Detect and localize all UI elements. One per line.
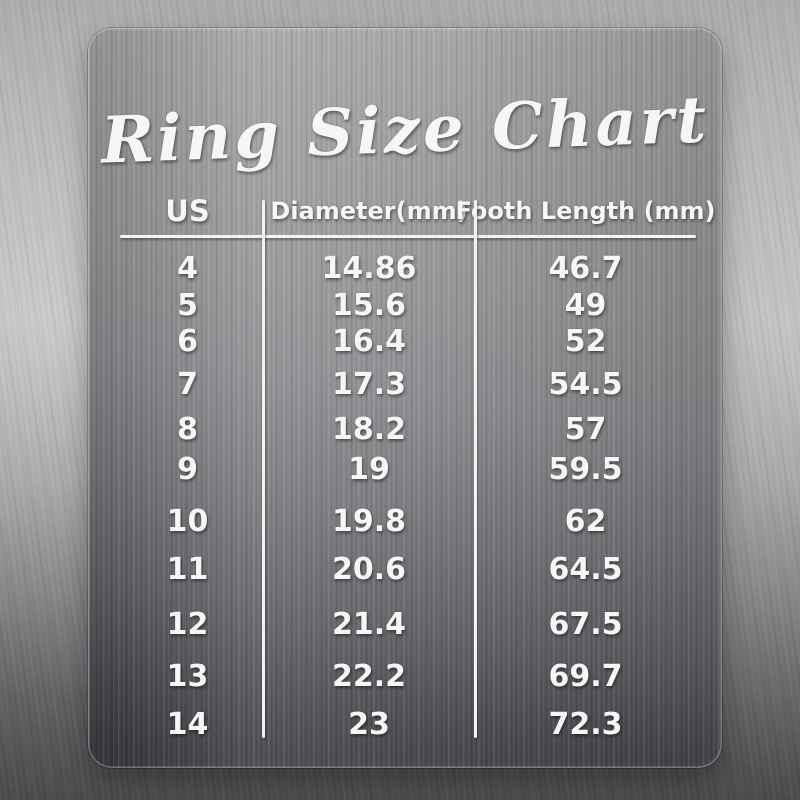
us-size-cell: 13: [166, 658, 209, 694]
foot-length-cell: 62: [564, 503, 607, 539]
us-size-cell: 6: [177, 323, 198, 359]
diameter-cell: 15.6: [331, 287, 407, 323]
column-divider: [262, 200, 265, 738]
table-row: 7 17.3 54.5: [112, 366, 696, 402]
us-size-cell: 4: [177, 250, 198, 286]
foot-length-cell: 54.5: [548, 366, 623, 402]
ring-size-chart-plate: Ring Size Chart US Diameter(mm) Footh Le…: [88, 28, 722, 768]
table-row: 6 16.4 52: [112, 323, 696, 359]
us-size-cell: 7: [177, 366, 198, 402]
table-row: 13 22.2 69.7: [112, 658, 696, 694]
table-row: 4 14.86 46.7: [112, 250, 696, 286]
header-underline: [120, 235, 696, 238]
us-size-cell: 9: [177, 451, 198, 487]
us-size-cell: 5: [177, 287, 198, 323]
us-size-cell: 14: [166, 706, 209, 742]
diameter-cell: 19: [348, 451, 390, 487]
foot-length-cell: 52: [564, 323, 607, 359]
diameter-cell: 20.6: [331, 551, 407, 587]
diameter-cell: 22.2: [331, 658, 407, 694]
us-size-cell: 11: [166, 551, 209, 587]
us-size-cell: 10: [166, 503, 209, 539]
table-row: 10 19.8 62: [112, 503, 696, 539]
foot-length-cell: 72.3: [548, 706, 623, 742]
diameter-cell: 23: [348, 706, 390, 742]
diameter-cell: 17.3: [331, 366, 407, 402]
us-size-cell: 8: [177, 411, 198, 447]
table-row: 5 15.6 49: [112, 287, 696, 323]
diameter-cell: 16.4: [331, 323, 407, 359]
chart-title: Ring Size Chart: [99, 81, 711, 179]
us-size-cell: 12: [166, 606, 209, 642]
foot-length-cell: 67.5: [548, 606, 623, 642]
foot-length-cell: 49: [564, 287, 607, 323]
plate-grain-texture: [88, 28, 722, 768]
foot-length-cell: 57: [564, 411, 607, 447]
column-header-foot-length: Footh Length (mm): [455, 197, 716, 225]
column-header-us: US: [165, 194, 210, 228]
table-row: 8 18.2 57: [112, 411, 696, 447]
foot-length-cell: 59.5: [548, 451, 623, 487]
foot-length-cell: 69.7: [548, 658, 623, 694]
foot-length-cell: 64.5: [548, 551, 623, 587]
column-divider: [474, 200, 477, 738]
foot-length-cell: 46.7: [548, 250, 623, 286]
table-row: 14 23 72.3: [112, 706, 696, 742]
diameter-cell: 19.8: [331, 503, 407, 539]
diameter-cell: 21.4: [331, 606, 407, 642]
table-body: 4 14.86 46.7 5 15.6 49 6 16.4 52 7 17.3 …: [112, 244, 696, 742]
diameter-cell: 14.86: [321, 250, 417, 286]
table-row: 11 20.6 64.5: [112, 551, 696, 587]
table-row: 9 19 59.5: [112, 451, 696, 487]
table-header-row: US Diameter(mm) Footh Length (mm): [112, 188, 715, 234]
diameter-cell: 18.2: [331, 411, 407, 447]
table-row: 12 21.4 67.5: [112, 606, 696, 642]
column-header-diameter: Diameter(mm): [270, 197, 468, 225]
